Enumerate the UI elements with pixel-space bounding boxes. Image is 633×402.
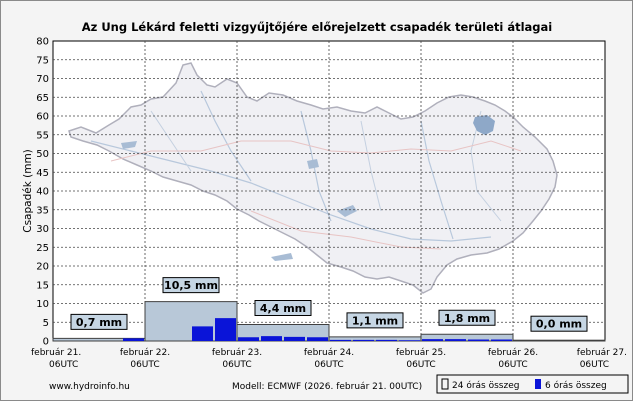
map-lake-1 [473,115,495,135]
x-tick-date: február 27. [577,348,627,358]
map-river-2 [200,90,454,240]
y-tick-label: 55 [36,130,49,141]
x-tick-time: 06UTC [498,360,527,370]
x-tick-time: 06UTC [580,360,609,370]
y-tick-label: 15 [36,280,49,291]
legend-swatch-24h [441,378,449,390]
bar-24h [236,324,330,342]
series-24h-bars [52,301,606,342]
bar-6h [307,337,328,341]
y-tick-label: 75 [36,55,49,66]
x-tick-date: február 25. [396,348,446,358]
bar-6h [376,339,397,341]
y-tick-label: 80 [36,37,49,48]
x-tick-time: 06UTC [49,360,78,370]
bar-6h [468,339,489,341]
y-tick-label: 50 [36,149,49,160]
bar-24h [420,333,514,342]
data-label: 10,5 mm [164,279,218,292]
map-basin-outline [68,62,558,294]
map-watermark [68,62,558,294]
map-river-1 [90,140,492,242]
data-label-box [70,313,128,330]
y-tick-label: 30 [36,224,49,235]
legend: 24 órás összeg 6 órás összeg [436,374,629,394]
map-border [110,140,522,250]
data-label: 0,7 mm [76,316,122,329]
bar-6h [445,339,466,341]
data-label: 1,1 mm [352,314,398,327]
x-tick-date: február 23. [212,348,262,358]
x-tick-time: 06UTC [222,360,251,370]
data-label: 0,0 mm [536,318,582,331]
y-tick-label: 60 [36,112,49,123]
y-tick-label: 65 [36,93,49,104]
y-tick-label: 40 [36,187,49,198]
legend-label-6h: 6 órás összeg [545,380,607,391]
legend-swatch-6h [535,379,541,389]
y-tick-label: 10 [36,299,49,310]
data-label: 1,8 mm [444,312,490,325]
bar-6h [215,318,236,341]
y-tick-label: 70 [36,74,49,85]
bar-6h [491,339,512,341]
bar-6h [192,326,213,341]
x-tick-time: 06UTC [406,360,435,370]
legend-label-24h: 24 órás összeg [452,380,519,391]
data-label-box [346,312,404,329]
y-tick-label: 25 [36,243,49,254]
bar-24h [512,339,606,342]
x-axis-ticks: február 21. 06UTC február 22. 06UTC február … [31,348,627,370]
bar-6h [399,340,420,341]
y-tick-label: 20 [36,262,49,273]
y-tick-label: 5 [43,318,49,329]
model-info: Modell: ECMWF (2026. február 21. 00UTC) [232,382,422,392]
data-label-box [438,309,496,326]
y-tick-label: 35 [36,205,49,216]
bar-6h [353,339,374,341]
y-axis-label: Csapadék (mm) [22,149,34,233]
data-label-box [162,277,220,294]
x-tick-date: február 22. [120,348,170,358]
website-link[interactable]: www.hydroinfo.hu [49,382,130,392]
bar-6h [422,339,443,341]
legend-box [436,374,629,394]
bar-6h [123,338,144,341]
y-axis-ticks: 0 5 10 15 20 25 30 35 40 45 50 55 60 65 70 75 80 [36,37,49,348]
x-tick-time: 06UTC [130,360,159,370]
series-6h-bars [123,318,512,341]
x-tick-time: 06UTC [314,360,343,370]
y-tick-label: 45 [36,168,49,179]
data-label-box [254,300,312,316]
y-tick-label: 0 [43,337,49,348]
bar-6h [238,337,259,341]
bar-6h [261,336,282,341]
x-tick-date: február 24. [304,348,354,358]
data-label-box [530,315,588,332]
chart-title: Az Ung Lékárd feletti vizgyűjtőjére előr… [82,20,553,34]
data-label: 4,4 mm [260,302,306,315]
bar-6h [284,336,305,341]
data-labels: 0,7 mm 10,5 mm 4,4 mm 1,1 mm 1,8 mm 0,0 mm [70,277,588,332]
x-tick-date: február 26. [488,348,538,358]
bar-6h [330,339,351,341]
x-tick-date: február 21. [31,348,81,358]
map-river-3 [150,110,502,222]
